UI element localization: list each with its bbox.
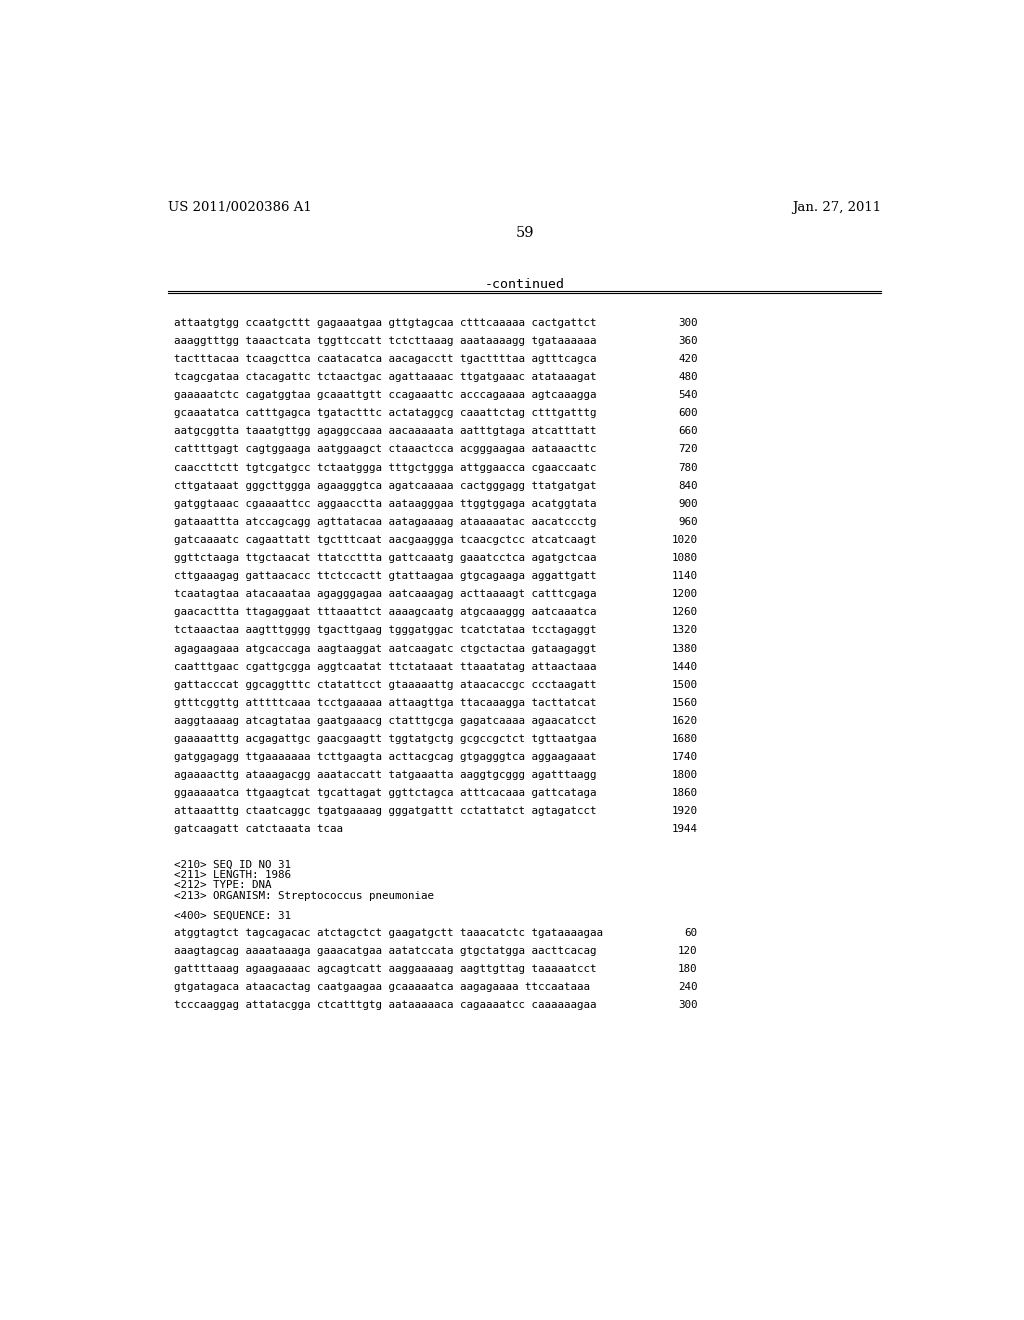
Text: tcaatagtaa atacaaataa agagggagaa aatcaaagag acttaaaagt catttcgaga: tcaatagtaa atacaaataa agagggagaa aatcaaa… <box>174 589 597 599</box>
Text: 660: 660 <box>678 426 697 437</box>
Text: 780: 780 <box>678 462 697 473</box>
Text: gaaaaatttg acgagattgc gaacgaagtt tggtatgctg gcgccgctct tgttaatgaa: gaaaaatttg acgagattgc gaacgaagtt tggtatg… <box>174 734 597 744</box>
Text: 300: 300 <box>678 318 697 327</box>
Text: 360: 360 <box>678 335 697 346</box>
Text: 960: 960 <box>678 517 697 527</box>
Text: <211> LENGTH: 1986: <211> LENGTH: 1986 <box>174 870 292 880</box>
Text: gatggtaaac cgaaaattcc aggaacctta aataagggaa ttggtggaga acatggtata: gatggtaaac cgaaaattcc aggaacctta aataagg… <box>174 499 597 508</box>
Text: gtgatagaca ataacactag caatgaagaa gcaaaaatca aagagaaaa ttccaataaa: gtgatagaca ataacactag caatgaagaa gcaaaaa… <box>174 982 591 993</box>
Text: 1140: 1140 <box>672 572 697 581</box>
Text: <213> ORGANISM: Streptococcus pneumoniae: <213> ORGANISM: Streptococcus pneumoniae <box>174 891 434 900</box>
Text: 900: 900 <box>678 499 697 508</box>
Text: 1440: 1440 <box>672 661 697 672</box>
Text: 300: 300 <box>678 1001 697 1010</box>
Text: 1380: 1380 <box>672 644 697 653</box>
Text: attaaatttg ctaatcaggc tgatgaaaag gggatgattt cctattatct agtagatcct: attaaatttg ctaatcaggc tgatgaaaag gggatga… <box>174 807 597 816</box>
Text: 1740: 1740 <box>672 752 697 762</box>
Text: US 2011/0020386 A1: US 2011/0020386 A1 <box>168 201 312 214</box>
Text: gatggagagg ttgaaaaaaa tcttgaagta acttacgcag gtgagggtca aggaagaaat: gatggagagg ttgaaaaaaa tcttgaagta acttacg… <box>174 752 597 762</box>
Text: gaacacttta ttagaggaat tttaaattct aaaagcaatg atgcaaaggg aatcaaatca: gaacacttta ttagaggaat tttaaattct aaaagca… <box>174 607 597 618</box>
Text: cttgataaat gggcttggga agaagggtca agatcaaaaa cactgggagg ttatgatgat: cttgataaat gggcttggga agaagggtca agatcaa… <box>174 480 597 491</box>
Text: 59: 59 <box>515 226 535 240</box>
Text: <210> SEQ ID NO 31: <210> SEQ ID NO 31 <box>174 859 292 870</box>
Text: 1620: 1620 <box>672 715 697 726</box>
Text: caatttgaac cgattgcgga aggtcaatat ttctataaat ttaaatatag attaactaaa: caatttgaac cgattgcgga aggtcaatat ttctata… <box>174 661 597 672</box>
Text: aaagtagcag aaaataaaga gaaacatgaa aatatccata gtgctatgga aacttcacag: aaagtagcag aaaataaaga gaaacatgaa aatatcc… <box>174 946 597 956</box>
Text: tcccaaggag attatacgga ctcatttgtg aataaaaaca cagaaaatcc caaaaaagaa: tcccaaggag attatacgga ctcatttgtg aataaaa… <box>174 1001 597 1010</box>
Text: 1200: 1200 <box>672 589 697 599</box>
Text: 1800: 1800 <box>672 770 697 780</box>
Text: 1944: 1944 <box>672 825 697 834</box>
Text: attaatgtgg ccaatgcttt gagaaatgaa gttgtagcaa ctttcaaaaa cactgattct: attaatgtgg ccaatgcttt gagaaatgaa gttgtag… <box>174 318 597 327</box>
Text: 1320: 1320 <box>672 626 697 635</box>
Text: 1080: 1080 <box>672 553 697 564</box>
Text: gatcaaaatc cagaattatt tgctttcaat aacgaaggga tcaacgctcc atcatcaagt: gatcaaaatc cagaattatt tgctttcaat aacgaag… <box>174 535 597 545</box>
Text: tcagcgataa ctacagattc tctaactgac agattaaaac ttgatgaaac atataaagat: tcagcgataa ctacagattc tctaactgac agattaa… <box>174 372 597 381</box>
Text: -continued: -continued <box>484 277 565 290</box>
Text: aatgcggtta taaatgttgg agaggccaaa aacaaaaata aatttgtaga atcatttatt: aatgcggtta taaatgttgg agaggccaaa aacaaaa… <box>174 426 597 437</box>
Text: <400> SEQUENCE: 31: <400> SEQUENCE: 31 <box>174 911 292 921</box>
Text: 540: 540 <box>678 391 697 400</box>
Text: gattttaaag agaagaaaac agcagtcatt aaggaaaaag aagttgttag taaaaatcct: gattttaaag agaagaaaac agcagtcatt aaggaaa… <box>174 964 597 974</box>
Text: 1500: 1500 <box>672 680 697 689</box>
Text: cttgaaagag gattaacacc ttctccactt gtattaagaa gtgcagaaga aggattgatt: cttgaaagag gattaacacc ttctccactt gtattaa… <box>174 572 597 581</box>
Text: 1560: 1560 <box>672 698 697 708</box>
Text: atggtagtct tagcagacac atctagctct gaagatgctt taaacatctc tgataaaagaa: atggtagtct tagcagacac atctagctct gaagatg… <box>174 928 603 939</box>
Text: 60: 60 <box>685 928 697 939</box>
Text: gcaaatatca catttgagca tgatactttc actataggcg caaattctag ctttgatttg: gcaaatatca catttgagca tgatactttc actatag… <box>174 408 597 418</box>
Text: agaaaacttg ataaagacgg aaataccatt tatgaaatta aaggtgcggg agatttaagg: agaaaacttg ataaagacgg aaataccatt tatgaaa… <box>174 770 597 780</box>
Text: gtttcggttg atttttcaaa tcctgaaaaa attaagttga ttacaaagga tacttatcat: gtttcggttg atttttcaaa tcctgaaaaa attaagt… <box>174 698 597 708</box>
Text: 1680: 1680 <box>672 734 697 744</box>
Text: 240: 240 <box>678 982 697 993</box>
Text: gattacccat ggcaggtttc ctatattcct gtaaaaattg ataacaccgc ccctaagatt: gattacccat ggcaggtttc ctatattcct gtaaaaa… <box>174 680 597 689</box>
Text: ggttctaaga ttgctaacat ttatccttta gattcaaatg gaaatcctca agatgctcaa: ggttctaaga ttgctaacat ttatccttta gattcaa… <box>174 553 597 564</box>
Text: Jan. 27, 2011: Jan. 27, 2011 <box>793 201 882 214</box>
Text: ggaaaaatca ttgaagtcat tgcattagat ggttctagca atttcacaaa gattcataga: ggaaaaatca ttgaagtcat tgcattagat ggttcta… <box>174 788 597 799</box>
Text: 1260: 1260 <box>672 607 697 618</box>
Text: gataaattta atccagcagg agttatacaa aatagaaaag ataaaaatac aacatccctg: gataaattta atccagcagg agttatacaa aatagaa… <box>174 517 597 527</box>
Text: gatcaagatt catctaaata tcaa: gatcaagatt catctaaata tcaa <box>174 825 343 834</box>
Text: 180: 180 <box>678 964 697 974</box>
Text: 120: 120 <box>678 946 697 956</box>
Text: 600: 600 <box>678 408 697 418</box>
Text: agagaagaaa atgcaccaga aagtaaggat aatcaagatc ctgctactaa gataagaggt: agagaagaaa atgcaccaga aagtaaggat aatcaag… <box>174 644 597 653</box>
Text: caaccttctt tgtcgatgcc tctaatggga tttgctggga attggaacca cgaaccaatc: caaccttctt tgtcgatgcc tctaatggga tttgctg… <box>174 462 597 473</box>
Text: cattttgagt cagtggaaga aatggaagct ctaaactcca acgggaagaa aataaacttc: cattttgagt cagtggaaga aatggaagct ctaaact… <box>174 445 597 454</box>
Text: 1860: 1860 <box>672 788 697 799</box>
Text: aaggtaaaag atcagtataa gaatgaaacg ctatttgcga gagatcaaaa agaacatcct: aaggtaaaag atcagtataa gaatgaaacg ctatttg… <box>174 715 597 726</box>
Text: 720: 720 <box>678 445 697 454</box>
Text: aaaggtttgg taaactcata tggttccatt tctcttaaag aaataaaagg tgataaaaaa: aaaggtttgg taaactcata tggttccatt tctctta… <box>174 335 597 346</box>
Text: 840: 840 <box>678 480 697 491</box>
Text: tctaaactaa aagtttgggg tgacttgaag tgggatggac tcatctataa tcctagaggt: tctaaactaa aagtttgggg tgacttgaag tgggatg… <box>174 626 597 635</box>
Text: tactttacaa tcaagcttca caatacatca aacagacctt tgacttttaa agtttcagca: tactttacaa tcaagcttca caatacatca aacagac… <box>174 354 597 364</box>
Text: gaaaaatctc cagatggtaa gcaaattgtt ccagaaattc acccagaaaa agtcaaagga: gaaaaatctc cagatggtaa gcaaattgtt ccagaaa… <box>174 391 597 400</box>
Text: 420: 420 <box>678 354 697 364</box>
Text: <212> TYPE: DNA: <212> TYPE: DNA <box>174 880 272 890</box>
Text: 480: 480 <box>678 372 697 381</box>
Text: 1020: 1020 <box>672 535 697 545</box>
Text: 1920: 1920 <box>672 807 697 816</box>
